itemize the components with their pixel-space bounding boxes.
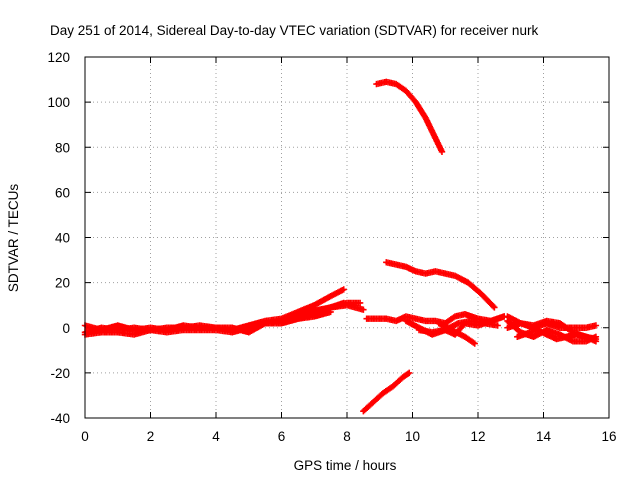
x-tick-label: 6 xyxy=(278,429,286,444)
data-point-marker xyxy=(494,322,501,329)
series-track-l xyxy=(435,320,478,347)
x-tick-label: 10 xyxy=(405,429,420,444)
x-tick-label: 0 xyxy=(81,429,89,444)
y-tick-label: 120 xyxy=(47,50,70,65)
series-track-f xyxy=(373,78,446,155)
series-track-o xyxy=(504,313,600,331)
data-point-marker xyxy=(592,335,600,343)
y-tick-label: 60 xyxy=(55,185,70,200)
plot-frame xyxy=(84,56,610,419)
series-track-e xyxy=(278,301,367,327)
data-point-marker xyxy=(471,340,478,347)
x-tick-label: 4 xyxy=(212,429,220,444)
y-axis-label: SDTVAR / TECUs xyxy=(6,184,21,293)
data-point-marker xyxy=(340,286,347,293)
y-tick-label: 20 xyxy=(55,276,70,291)
x-tick-label: 8 xyxy=(343,429,351,444)
x-tick-label: 16 xyxy=(601,429,616,444)
y-tick-label: 0 xyxy=(62,321,70,336)
data-point-marker xyxy=(356,299,364,307)
y-tick-label: 100 xyxy=(47,95,70,110)
data-points xyxy=(81,78,600,415)
grid-lines xyxy=(85,57,609,418)
x-tick-label: 2 xyxy=(147,429,155,444)
series-track-p xyxy=(514,326,600,343)
data-point-marker xyxy=(404,370,412,377)
y-tick-label: -40 xyxy=(50,411,70,426)
y-tick-label: 80 xyxy=(55,140,70,155)
x-tick-label: 14 xyxy=(536,429,552,444)
series-track-h xyxy=(360,369,413,415)
data-point-marker xyxy=(491,304,498,311)
data-point-marker xyxy=(406,369,413,377)
chart-title: Day 251 of 2014, Sidereal Day-to-day VTE… xyxy=(50,23,538,38)
x-tick-label: 12 xyxy=(470,429,485,444)
y-tick-label: -20 xyxy=(50,366,70,381)
y-tick-label: 40 xyxy=(55,231,70,246)
x-axis-label: GPS time / hours xyxy=(294,458,397,473)
data-point-marker xyxy=(438,148,446,155)
data-point-marker xyxy=(592,322,600,329)
data-point-marker xyxy=(360,306,367,313)
series-track-g xyxy=(383,259,498,311)
axis-ticks: 0 2 4 6 8 10 12 14 16 -40 -20 0 20 40 60 80 100 120 xyxy=(47,50,616,444)
data-point-marker xyxy=(490,303,497,310)
